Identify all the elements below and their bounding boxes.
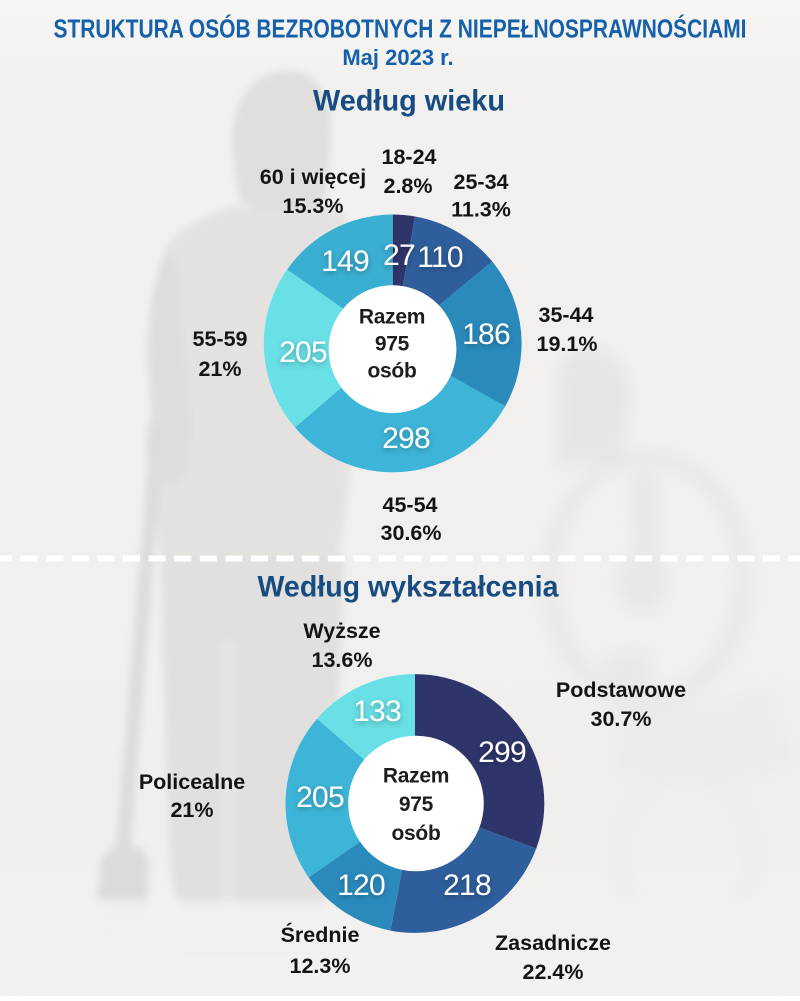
svg-text:Razem: Razem: [383, 765, 449, 788]
svg-text:13.6%: 13.6%: [312, 648, 373, 672]
svg-text:35-44: 35-44: [539, 303, 594, 327]
svg-text:133: 133: [353, 695, 401, 728]
svg-text:osób: osób: [392, 822, 441, 845]
svg-text:25-34: 25-34: [454, 170, 509, 194]
svg-text:110: 110: [417, 241, 463, 274]
svg-text:2.8%: 2.8%: [383, 174, 432, 198]
svg-text:22.4%: 22.4%: [523, 960, 584, 984]
svg-text:Maj 2023 r.: Maj 2023 r.: [342, 45, 453, 70]
svg-text:19.1%: 19.1%: [537, 332, 598, 356]
svg-text:298: 298: [382, 422, 430, 455]
svg-text:Według wieku: Według wieku: [313, 84, 505, 117]
svg-text:27: 27: [383, 239, 415, 272]
svg-text:12.3%: 12.3%: [290, 954, 351, 978]
svg-text:186: 186: [462, 318, 510, 351]
svg-text:21%: 21%: [198, 357, 241, 381]
svg-text:975: 975: [375, 333, 410, 356]
svg-text:205: 205: [296, 781, 344, 814]
svg-text:60 i więcej: 60 i więcej: [260, 165, 366, 189]
svg-text:Średnie: Średnie: [281, 922, 360, 947]
svg-text:Podstawowe: Podstawowe: [556, 678, 686, 702]
svg-text:Zasadnicze: Zasadnicze: [495, 931, 611, 955]
svg-text:STRUKTURA OSÓB BEZROBOTNYCH Z: STRUKTURA OSÓB BEZROBOTNYCH Z NIEPEŁNOSP…: [54, 14, 747, 44]
svg-text:975: 975: [399, 793, 434, 816]
svg-text:Razem: Razem: [359, 306, 425, 329]
svg-text:15.3%: 15.3%: [283, 194, 344, 218]
svg-text:149: 149: [321, 245, 369, 278]
svg-text:30.6%: 30.6%: [381, 521, 442, 545]
svg-text:30.7%: 30.7%: [591, 707, 652, 731]
svg-text:45-54: 45-54: [383, 493, 438, 517]
svg-text:osób: osób: [368, 360, 417, 383]
svg-text:Według wykształcenia: Według wykształcenia: [258, 570, 559, 603]
svg-text:299: 299: [478, 736, 526, 769]
svg-text:11.3%: 11.3%: [451, 197, 511, 221]
svg-text:21%: 21%: [170, 798, 213, 822]
svg-text:Policealne: Policealne: [139, 770, 245, 794]
svg-text:120: 120: [337, 869, 385, 902]
svg-text:55-59: 55-59: [193, 327, 248, 351]
svg-text:218: 218: [443, 869, 491, 902]
svg-text:18-24: 18-24: [382, 145, 437, 169]
svg-text:Wyższe: Wyższe: [303, 619, 380, 643]
svg-text:205: 205: [279, 336, 327, 369]
